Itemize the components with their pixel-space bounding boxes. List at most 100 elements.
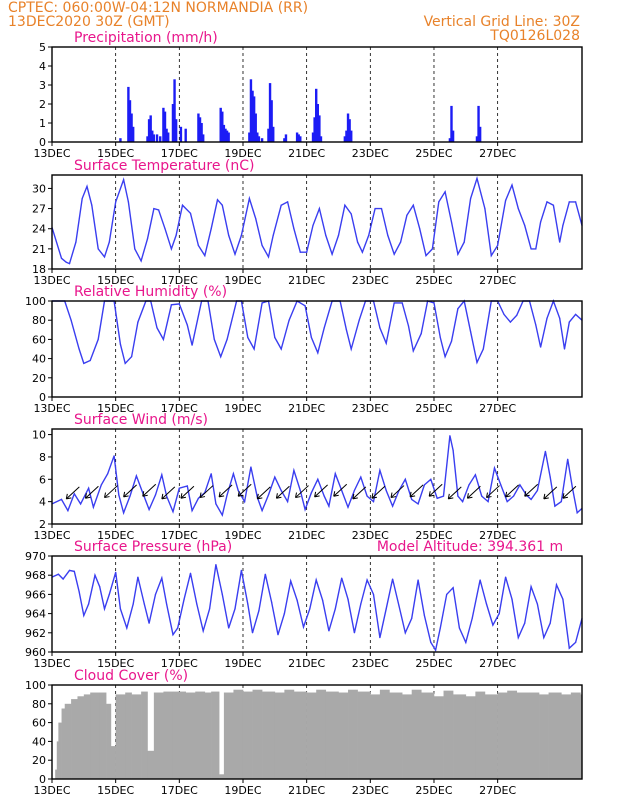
temperature-point bbox=[444, 191, 446, 193]
wind-point bbox=[481, 495, 483, 497]
humidity-point bbox=[170, 304, 172, 306]
pressure-point bbox=[372, 593, 375, 596]
precipitation-bar bbox=[147, 119, 151, 142]
pressure-title: Surface Pressure (hPa) bbox=[74, 539, 232, 555]
wind-point bbox=[519, 484, 521, 486]
x-tick-label: 21DEC bbox=[288, 147, 325, 160]
humidity-point bbox=[213, 338, 215, 340]
x-tick-label: 15DEC bbox=[97, 147, 134, 160]
x-tick-label: 27DEC bbox=[479, 657, 516, 670]
temperature-point bbox=[261, 244, 263, 247]
wind-arrow-head bbox=[123, 491, 129, 498]
wind-arrow bbox=[524, 483, 539, 497]
pressure-point bbox=[353, 632, 356, 634]
x-tick-label: 17DEC bbox=[161, 529, 198, 542]
pressure-point bbox=[568, 647, 570, 649]
pressure-series-line bbox=[51, 564, 583, 652]
cloud-cover-bar bbox=[316, 689, 327, 779]
wind-arrow bbox=[142, 483, 157, 497]
cloud-cover-bar bbox=[106, 703, 112, 779]
x-tick-label: 13DEC bbox=[33, 529, 70, 542]
wind-arrow-head bbox=[486, 492, 492, 499]
pressure-point bbox=[366, 579, 368, 581]
y-tick-label: 60 bbox=[32, 333, 46, 346]
cloud-cover-bar bbox=[539, 694, 549, 779]
cloud-cover-bar bbox=[325, 691, 339, 779]
pressure-point bbox=[347, 598, 349, 600]
wind-point bbox=[280, 489, 282, 492]
precipitation-bar bbox=[128, 100, 132, 142]
wind-point bbox=[226, 494, 228, 496]
x-tick-label: 15DEC bbox=[97, 657, 134, 670]
wind-arrow bbox=[543, 486, 558, 500]
cloud-cover-bar bbox=[147, 750, 155, 779]
wind-point bbox=[129, 495, 131, 497]
pressure-point bbox=[536, 603, 539, 605]
precipitation-bar bbox=[130, 113, 133, 142]
humidity-point bbox=[509, 321, 511, 323]
panel-wind: 2 4 6 8 10 13DEC 15DEC 17DEC 19DEC 21DEC 23DEC 25DE… bbox=[32, 412, 583, 542]
precipitation-bar bbox=[299, 136, 302, 142]
y-tick-label: 0 bbox=[39, 773, 46, 786]
humidity-point bbox=[444, 356, 446, 358]
x-tick-label: 25DEC bbox=[415, 784, 452, 797]
cloud-cover-bar bbox=[529, 692, 540, 779]
wind-point bbox=[468, 484, 470, 486]
wind-point bbox=[237, 489, 239, 492]
wind-arrow bbox=[447, 486, 462, 500]
humidity-point bbox=[226, 338, 228, 340]
pressure-point bbox=[379, 637, 381, 639]
panel-frame bbox=[51, 684, 583, 780]
x-tick-label: 25DEC bbox=[415, 274, 452, 287]
pressure-point bbox=[360, 603, 362, 605]
wind-arrow bbox=[104, 485, 118, 498]
temperature-point bbox=[431, 248, 433, 250]
temperature-point bbox=[267, 256, 270, 258]
wind-arrow-head bbox=[237, 491, 244, 497]
x-tick-label: 19DEC bbox=[224, 784, 261, 797]
cloud-cover-bar bbox=[338, 692, 349, 779]
humidity-point bbox=[559, 317, 561, 319]
wind-point bbox=[462, 501, 464, 503]
y-tick-label: 2 bbox=[39, 518, 46, 531]
temperature-point bbox=[312, 224, 314, 226]
wind-point bbox=[317, 478, 319, 480]
precipitation-bar bbox=[149, 115, 152, 142]
wind-point bbox=[341, 489, 343, 492]
temperature-point bbox=[393, 253, 395, 255]
wind-point bbox=[487, 501, 489, 503]
pressure-point bbox=[57, 573, 59, 575]
temperature-point bbox=[158, 209, 160, 211]
wind-point bbox=[178, 487, 180, 489]
humidity-point bbox=[540, 346, 542, 348]
precipitation-bar bbox=[267, 128, 270, 142]
pressure-point bbox=[240, 569, 242, 572]
precipitation-bar bbox=[225, 130, 229, 142]
pressure-point bbox=[115, 571, 117, 573]
wind-point bbox=[113, 455, 115, 457]
x-tick-label: 13DEC bbox=[33, 657, 70, 670]
temperature-point bbox=[248, 197, 250, 200]
wind-point bbox=[366, 495, 368, 497]
y-tick-label: 30 bbox=[32, 182, 46, 195]
y-tick-label: 968 bbox=[25, 569, 46, 582]
cloud-cover-bar bbox=[90, 692, 101, 779]
wind-point bbox=[506, 501, 508, 503]
temperature-point bbox=[350, 213, 352, 215]
wind-arrow bbox=[295, 485, 309, 498]
pressure-point bbox=[517, 637, 519, 639]
wind-arrow-head bbox=[84, 493, 91, 499]
panel-humidity: 0 20 40 60 80 100 13DEC 15DEC 17DEC 19DEC 21DEC 23D… bbox=[25, 284, 583, 415]
humidity-point bbox=[323, 327, 325, 329]
humidity-point bbox=[385, 342, 387, 344]
precipitation-bar bbox=[174, 119, 178, 142]
x-tick-label: 27DEC bbox=[479, 147, 516, 160]
x-tick-label: 17DEC bbox=[161, 402, 198, 415]
humidity-point bbox=[247, 336, 249, 339]
temperature-point bbox=[123, 179, 125, 181]
precipitation-bar bbox=[257, 136, 261, 142]
pressure-point bbox=[296, 599, 298, 601]
cloud-cover-bar bbox=[453, 694, 467, 779]
precipitation-bar bbox=[270, 100, 273, 142]
wind-point bbox=[474, 474, 476, 476]
